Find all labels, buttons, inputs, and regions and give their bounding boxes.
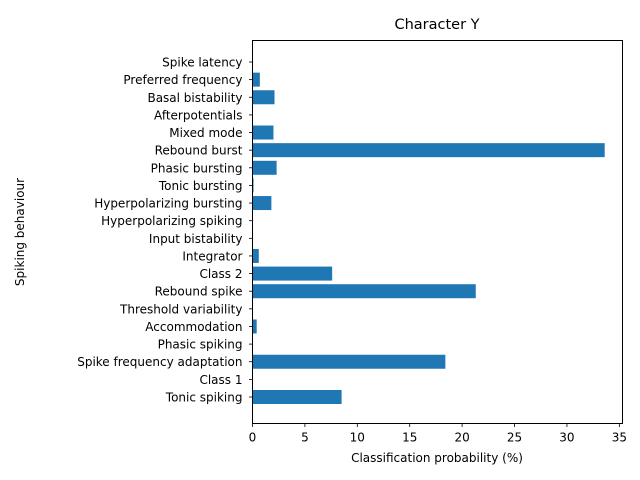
y-tick-label-afterpotentials: Afterpotentials (154, 108, 242, 122)
y-axis-label: Spiking behaviour (13, 178, 27, 286)
x-axis-ticks: 0 5 10 15 20 25 30 35 (249, 423, 627, 445)
y-tick-label-accommodation: Accommodation (145, 320, 242, 334)
x-tick-label-35: 35 (612, 431, 627, 445)
bar-preferred-frequency (252, 72, 260, 87)
y-tick-label-hyperpolarizing-bursting: Hyperpolarizing bursting (94, 197, 242, 211)
x-tick-label-15: 15 (402, 431, 417, 445)
bars-group (252, 72, 605, 404)
bar-spike-frequency-adaptation (252, 354, 446, 369)
bar-basal-bistability (252, 90, 275, 105)
x-axis-label: Classification probability (%) (351, 451, 523, 465)
bar-tonic-spiking (252, 390, 342, 404)
bar-rebound-burst (252, 143, 605, 158)
y-tick-label-tonic-bursting: Tonic bursting (158, 179, 243, 193)
y-tick-label-tonic-spiking: Tonic spiking (165, 391, 243, 405)
y-tick-label-phasic-bursting: Phasic bursting (151, 161, 243, 175)
y-tick-label-basal-bistability: Basal bistability (147, 91, 242, 105)
y-tick-label-rebound-spike: Rebound spike (155, 285, 243, 299)
y-axis-ticks: Tonic spiking Class 1 Spike frequency adap… (77, 56, 253, 405)
x-tick-label-0: 0 (249, 431, 257, 445)
y-tick-label-spike-latency: Spike latency (162, 56, 242, 70)
bar-mixed-mode (252, 125, 274, 140)
y-tick-label-class-2: Class 2 (199, 267, 242, 281)
plot-frame (252, 40, 623, 424)
y-tick-label-hyperpolarizing-spiking: Hyperpolarizing spiking (101, 214, 242, 228)
bar-phasic-bursting (252, 160, 277, 175)
y-tick-label-class-1: Class 1 (199, 373, 242, 387)
y-tick-label-threshold-variability: Threshold variability (119, 302, 242, 316)
bar-accommodation (252, 319, 257, 334)
y-tick-label-integrator: Integrator (182, 249, 242, 263)
y-tick-label-rebound-burst: Rebound burst (155, 144, 243, 158)
y-tick-label-spike-frequency-adaptation: Spike frequency adaptation (77, 355, 242, 369)
bar-rebound-spike (252, 284, 476, 299)
bar-class-2 (252, 266, 333, 281)
y-tick-label-input-bistability: Input bistability (149, 232, 243, 246)
x-tick-label-5: 5 (301, 431, 309, 445)
x-tick-label-10: 10 (350, 431, 365, 445)
y-tick-label-phasic-spiking: Phasic spiking (158, 338, 243, 352)
bar-tonic-bursting (252, 178, 254, 193)
x-tick-label-25: 25 (507, 431, 522, 445)
bar-integrator (252, 248, 259, 263)
chart-title: Character Y (394, 17, 479, 33)
y-tick-label-preferred-frequency: Preferred frequency (123, 73, 242, 87)
x-tick-label-20: 20 (454, 431, 469, 445)
y-tick-label-mixed-mode: Mixed mode (169, 126, 242, 140)
bar-hyperpolarizing-bursting (252, 196, 272, 211)
x-tick-label-30: 30 (559, 431, 574, 445)
